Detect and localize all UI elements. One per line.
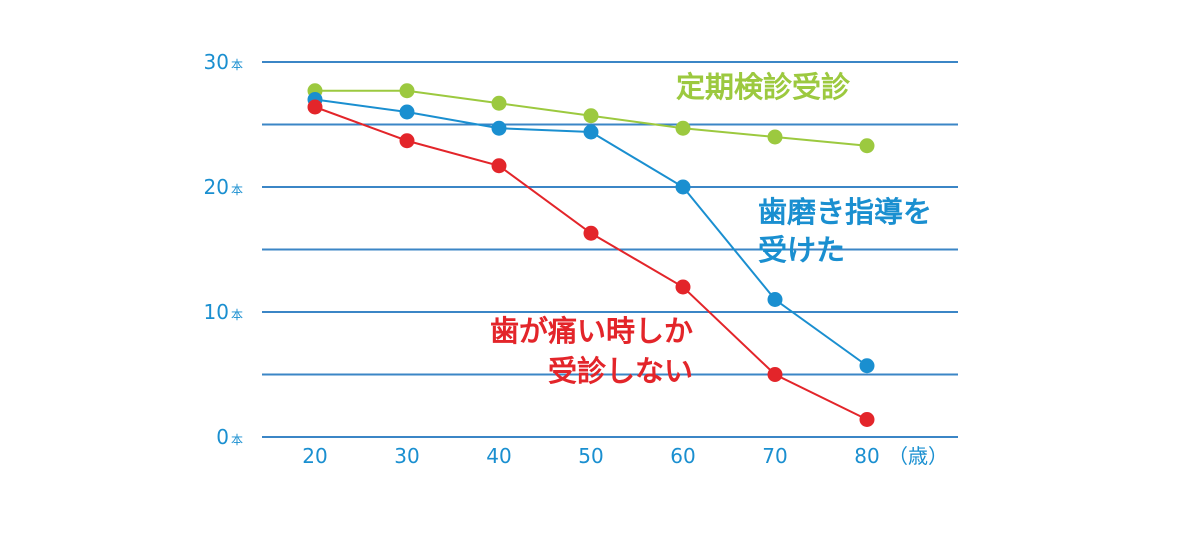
series-group — [307, 83, 875, 427]
y-axis-ticks: 0 本10 本20 本30 本 — [204, 50, 243, 449]
grid-lines — [262, 61, 958, 438]
series-annotation: 歯磨き指導を — [758, 195, 932, 229]
data-point — [859, 358, 875, 374]
x-tick-label: 70 — [762, 444, 787, 468]
x-axis-unit: （歳） — [888, 444, 948, 468]
data-point — [491, 95, 507, 111]
y-tick-unit: 本 — [231, 183, 243, 197]
data-point — [399, 83, 415, 99]
data-point — [399, 104, 415, 120]
data-point — [675, 179, 691, 195]
data-point — [675, 279, 691, 295]
x-axis-ticks: （歳） 20 30 40 50 60 70 80 — [302, 444, 948, 468]
series-2 — [307, 99, 875, 427]
y-tick-unit: 本 — [231, 433, 243, 447]
data-point — [767, 129, 783, 145]
x-tick-label: 50 — [578, 444, 603, 468]
data-point — [859, 138, 875, 154]
data-point — [491, 120, 507, 136]
data-point — [583, 225, 599, 241]
data-point — [859, 412, 875, 427]
data-point — [399, 133, 415, 149]
data-point — [675, 120, 691, 136]
y-tick-label: 20 — [204, 175, 229, 199]
data-point — [583, 124, 599, 140]
x-tick-label: 30 — [394, 444, 419, 468]
y-tick-label: 10 — [204, 300, 229, 324]
y-tick-unit: 本 — [231, 58, 243, 72]
series-annotation: 歯が痛い時しか — [490, 314, 693, 348]
series-annotation: 定期検診受診 — [676, 70, 851, 104]
x-tick-label: 80 — [854, 444, 879, 468]
x-tick-label: 20 — [302, 444, 327, 468]
y-tick-unit: 本 — [231, 308, 243, 322]
data-point — [583, 108, 599, 124]
data-point — [307, 99, 323, 115]
data-point — [767, 292, 783, 307]
data-point — [767, 367, 783, 382]
data-point — [491, 158, 507, 174]
x-tick-label: 60 — [670, 444, 695, 468]
y-tick-label: 30 — [204, 50, 229, 74]
x-tick-label: 40 — [486, 444, 511, 468]
series-annotation: 受けた — [758, 233, 845, 267]
series-0 — [307, 83, 875, 154]
y-tick-label: 0 — [216, 425, 229, 449]
series-annotation: 受診しない — [548, 354, 693, 388]
